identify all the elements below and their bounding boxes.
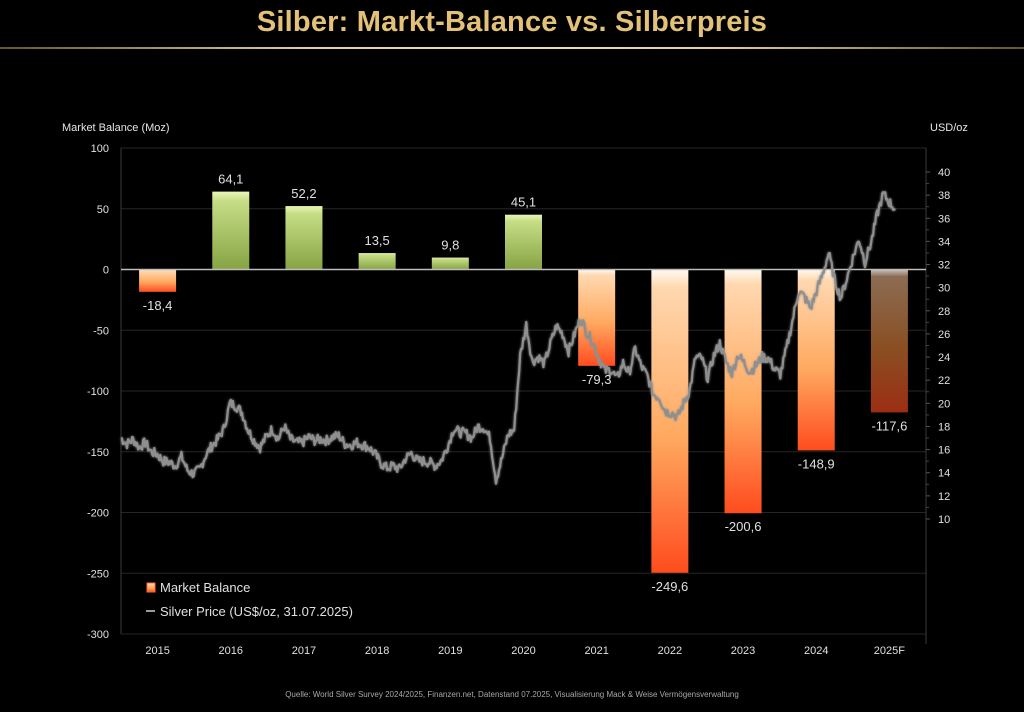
left-tick-label: -250 xyxy=(87,568,109,580)
right-tick-label: 38 xyxy=(938,190,950,202)
left-tick-label: 100 xyxy=(91,143,109,155)
category-label-2017: 2017 xyxy=(292,645,316,657)
legend-label-silver-price: Silver Price (US$/oz, 31.07.2025) xyxy=(160,604,353,619)
right-tick-label: 32 xyxy=(938,260,950,272)
data-label-2020: 45,1 xyxy=(511,195,536,210)
data-label-2016: 64,1 xyxy=(218,172,243,187)
right-tick-label: 26 xyxy=(938,329,950,341)
category-label-2024: 2024 xyxy=(804,645,828,657)
left-tick-label: -150 xyxy=(87,447,109,459)
bar-2017 xyxy=(285,206,323,270)
bar-2022 xyxy=(651,269,689,573)
left-tick-label: -300 xyxy=(87,629,109,641)
gridlines xyxy=(120,147,927,644)
left-tick-label: -100 xyxy=(87,386,109,398)
title-divider xyxy=(0,47,1024,49)
bar-2024 xyxy=(797,269,835,451)
bar-2021 xyxy=(578,269,616,366)
right-tick-label: 30 xyxy=(938,283,950,295)
data-label-2015: -18,4 xyxy=(143,298,173,313)
data-label-2023: -200,6 xyxy=(725,519,762,534)
right-tick-label: 20 xyxy=(938,398,950,410)
category-labels: 2015 2016 2017 2018 2019 2020 2021 2022 2023 2024… xyxy=(145,645,905,657)
data-label-2024: -148,9 xyxy=(798,456,835,471)
data-labels: -18,4 64,1 52,2 13,5 9,8 45,1 -79,3 -249,6 -200,… xyxy=(143,172,908,594)
data-label-2019: 9,8 xyxy=(441,238,459,253)
category-label-2021: 2021 xyxy=(584,645,608,657)
data-label-2021: -79,3 xyxy=(582,372,612,387)
bar-2015 xyxy=(139,269,177,292)
bars xyxy=(139,191,908,573)
legend-swatch-market-balance xyxy=(146,582,156,593)
left-axis-title: Market Balance (Moz) xyxy=(62,122,170,134)
bar-2018 xyxy=(358,253,396,270)
right-tick-label: 14 xyxy=(938,468,950,480)
category-label-2015: 2015 xyxy=(145,645,169,657)
category-label-2025F: 2025F xyxy=(874,645,905,657)
right-tick-label: 28 xyxy=(938,306,950,318)
price-line-group xyxy=(120,191,896,485)
right-tick-label: 22 xyxy=(938,375,950,387)
chart-title: Silber: Markt-Balance vs. Silberpreis xyxy=(256,6,768,38)
category-label-2023: 2023 xyxy=(731,645,755,657)
legend-label-market-balance: Market Balance xyxy=(160,580,250,595)
category-label-2019: 2019 xyxy=(438,645,462,657)
data-label-2017: 52,2 xyxy=(291,186,316,201)
bar-2016 xyxy=(212,191,250,270)
left-tick-label: 0 xyxy=(103,265,109,277)
left-axis-ticks: 100 50 0 -50 -100 -150 -200 -250 -300 xyxy=(87,143,109,641)
right-tick-label: 10 xyxy=(938,514,950,526)
bar-2023 xyxy=(724,269,762,514)
right-tick-label: 40 xyxy=(938,167,950,179)
left-tick-label: 50 xyxy=(97,204,109,216)
data-label-2018: 13,5 xyxy=(364,233,389,248)
right-tick-label: 16 xyxy=(938,445,950,457)
category-label-2020: 2020 xyxy=(511,645,535,657)
source-note: Quelle: World Silver Survey 2024/2025, F… xyxy=(285,690,739,699)
data-label-2022: -249,6 xyxy=(651,579,688,594)
right-axis-ticks: 40 38 36 34 32 30 28 26 24 22 20 18 16 14 12 10 xyxy=(926,167,950,526)
legend: Market Balance Silver Price (US$/oz, 31.… xyxy=(146,580,353,619)
silver-price-line xyxy=(120,191,896,485)
right-tick-label: 34 xyxy=(938,236,950,248)
right-tick-label: 24 xyxy=(938,352,950,364)
data-label-2025F: -117,6 xyxy=(871,418,907,433)
left-tick-label: -200 xyxy=(87,508,109,520)
right-axis-title: USD/oz xyxy=(930,122,968,134)
right-tick-label: 18 xyxy=(938,421,950,433)
category-label-2018: 2018 xyxy=(365,645,389,657)
right-tick-label: 12 xyxy=(938,491,950,503)
left-tick-label: -50 xyxy=(93,325,109,337)
bar-2019 xyxy=(431,257,469,270)
category-label-2022: 2022 xyxy=(658,645,682,657)
right-tick-label: 36 xyxy=(938,213,950,225)
bar-2025F xyxy=(870,269,908,413)
category-label-2016: 2016 xyxy=(219,645,243,657)
bar-2020 xyxy=(505,214,542,270)
